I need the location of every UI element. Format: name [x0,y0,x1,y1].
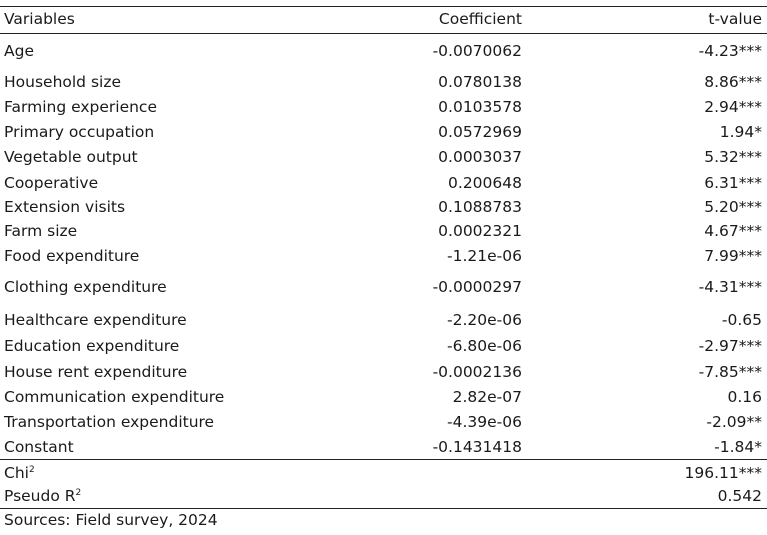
cell-variable: Farming experience [4,98,157,116]
table-row: Farming experience 0.0103578 2.94*** [0,96,767,118]
cell-variable: Clothing expenditure [4,278,167,296]
table-row: Communication expenditure 2.82e-07 0.16 [0,386,767,408]
top-rule [0,6,767,7]
cell-coefficient: -0.0002136 [432,363,522,381]
header-coefficient: Coefficient [438,10,522,28]
cell-tvalue: -4.23*** [698,42,762,60]
cell-tvalue: 7.99*** [704,247,762,265]
cell-coefficient: 0.200648 [448,174,522,192]
cell-variable: Age [4,42,34,60]
cell-coefficient: -2.20e-06 [447,311,522,329]
cell-tvalue: 4.67*** [704,222,762,240]
cell-variable: Food expenditure [4,247,140,265]
superscript: 2 [75,488,82,498]
stat-label: Chi2 [4,464,35,482]
cell-tvalue: -4.31*** [698,278,762,296]
cell-tvalue: 5.20*** [704,198,762,216]
cell-coefficient: 2.82e-07 [452,388,522,406]
table-row: Clothing expenditure -0.0000297 -4.31*** [0,276,767,298]
table-row: Constant -0.1431418 -1.84* [0,436,767,458]
cell-coefficient: 0.1088783 [438,198,522,216]
cell-tvalue: -2.97*** [698,337,762,355]
table-row: Education expenditure -6.80e-06 -2.97*** [0,335,767,357]
table-row: Vegetable output 0.0003037 5.32*** [0,146,767,168]
cell-coefficient: -6.80e-06 [447,337,522,355]
cell-tvalue: -2.09** [706,413,762,431]
cell-coefficient: 0.0780138 [438,73,522,91]
stat-value: 196.11*** [684,464,763,482]
cell-tvalue: 6.31*** [704,174,762,192]
cell-variable: Vegetable output [4,148,138,166]
cell-variable: Constant [4,438,74,456]
table-row: Age -0.0070062 -4.23*** [0,40,767,62]
cell-tvalue: 8.86*** [704,73,762,91]
cell-variable: Primary occupation [4,123,155,141]
stats-rule [0,459,767,460]
table-row: Farm size 0.0002321 4.67*** [0,220,767,242]
stat-label: Pseudo R2 [4,487,82,505]
header-row: Variables Coefficient t-value [0,8,767,30]
table-row: Cooperative 0.200648 6.31*** [0,172,767,194]
table-row: Primary occupation 0.0572969 1.94* [0,121,767,143]
header-rule [0,33,767,34]
table-row: Extension visits 0.1088783 5.20*** [0,196,767,218]
table-row: Transportation expenditure -4.39e-06 -2.… [0,411,767,433]
stat-row-chi2: Chi2 196.11*** [0,462,767,484]
cell-coefficient: 0.0103578 [438,98,522,116]
header-variables: Variables [4,10,75,28]
table-row: Household size 0.0780138 8.86*** [0,71,767,93]
cell-tvalue: 1.94* [719,123,762,141]
cell-variable: Transportation expenditure [4,413,215,431]
stat-row-pseudo-r2: Pseudo R2 0.542 [0,485,767,507]
stat-value: 0.542 [717,487,762,505]
cell-variable: Education expenditure [4,337,180,355]
cell-variable: Healthcare expenditure [4,311,187,329]
cell-variable: Cooperative [4,174,99,192]
cell-tvalue: 5.32*** [704,148,762,166]
table-row: Food expenditure -1.21e-06 7.99*** [0,245,767,267]
header-tvalue: t-value [708,10,762,28]
cell-variable: House rent expenditure [4,363,188,381]
cell-coefficient: -0.0070062 [432,42,522,60]
cell-tvalue: -1.84* [714,438,762,456]
cell-coefficient: 0.0002321 [438,222,522,240]
cell-tvalue: -0.65 [721,311,762,329]
cell-coefficient: -0.1431418 [432,438,522,456]
cell-coefficient: -1.21e-06 [447,247,522,265]
cell-tvalue: -7.85*** [698,363,762,381]
table-row: House rent expenditure -0.0002136 -7.85*… [0,361,767,383]
cell-variable: Household size [4,73,122,91]
cell-tvalue: 2.94*** [704,98,762,116]
cell-coefficient: 0.0572969 [438,123,522,141]
cell-coefficient: -4.39e-06 [447,413,522,431]
table-row: Healthcare expenditure -2.20e-06 -0.65 [0,309,767,331]
source-note: Sources: Field survey, 2024 [4,511,218,529]
cell-variable: Communication expenditure [4,388,225,406]
cell-variable: Farm size [4,222,78,240]
cell-tvalue: 0.16 [727,388,762,406]
cell-coefficient: -0.0000297 [432,278,522,296]
cell-variable: Extension visits [4,198,126,216]
superscript: 2 [28,465,35,475]
cell-coefficient: 0.0003037 [438,148,522,166]
bottom-rule [0,508,767,509]
